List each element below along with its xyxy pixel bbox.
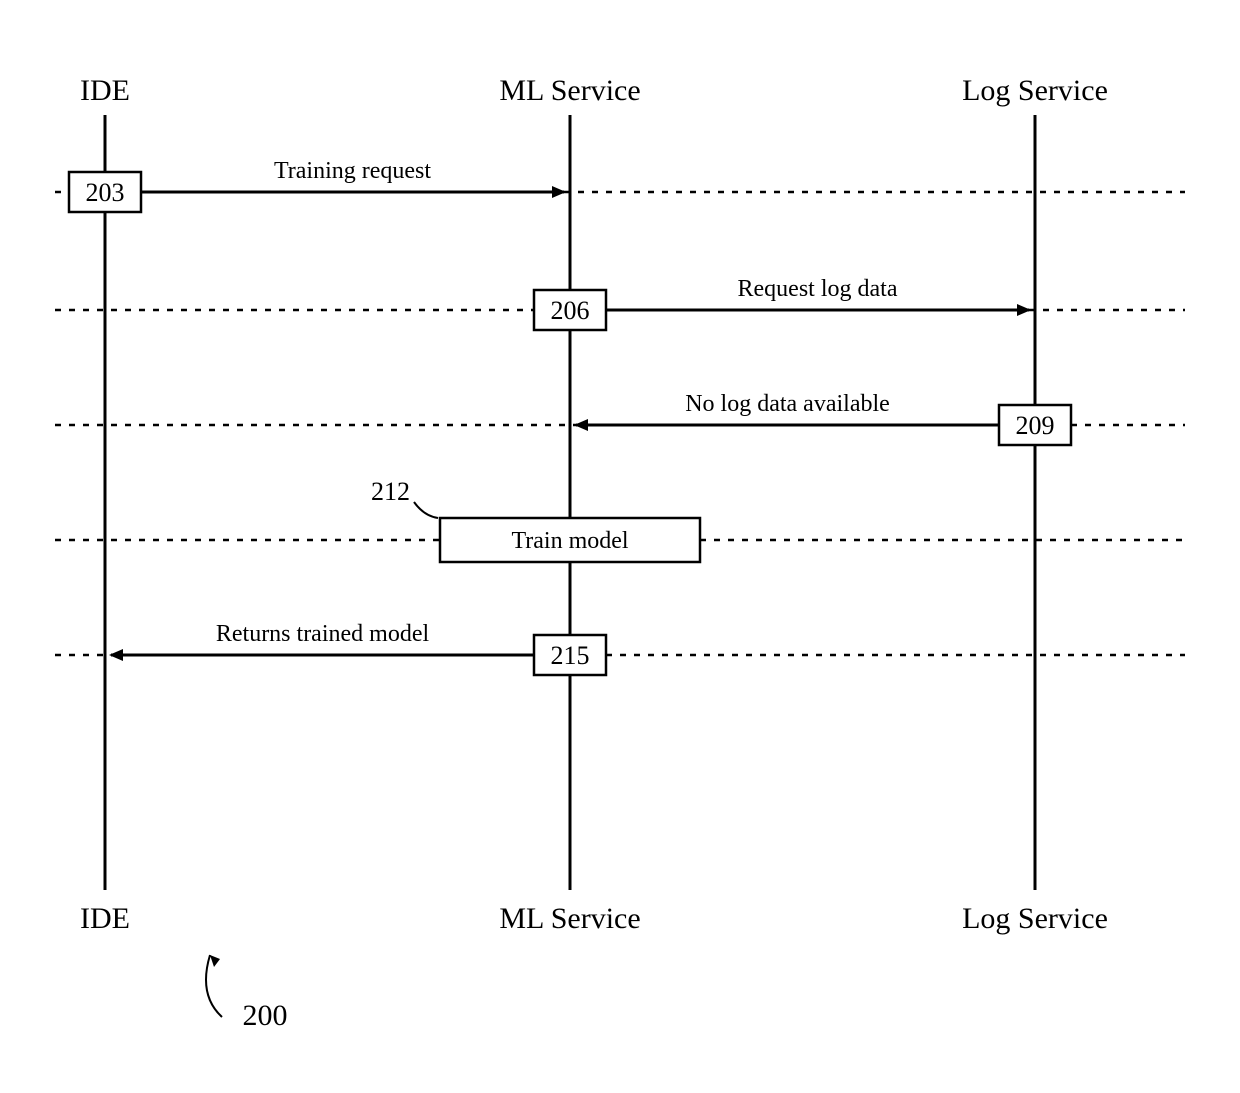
figure-number: 200 bbox=[243, 999, 288, 1032]
lane-top-ide: IDE bbox=[80, 74, 130, 107]
lane-bottom-ml: ML Service bbox=[499, 902, 640, 935]
lane-top-log: Log Service bbox=[962, 74, 1108, 107]
lane-bottom-ide: IDE bbox=[80, 902, 130, 935]
message-label-209: No log data available bbox=[685, 391, 890, 417]
sequence-diagram: IDE IDE ML Service ML Service Log Service Log… bbox=[0, 0, 1240, 1093]
ref-209: 209 bbox=[1016, 411, 1055, 440]
message-label-215: Returns trained model bbox=[216, 621, 430, 647]
message-label-203: Training request bbox=[274, 158, 431, 184]
ref-212: 212 bbox=[371, 477, 410, 506]
ref-215: 215 bbox=[551, 641, 590, 670]
leader-212 bbox=[414, 502, 438, 518]
figure-leader-head bbox=[210, 955, 220, 967]
ref-206: 206 bbox=[551, 296, 590, 325]
lane-top-ml: ML Service bbox=[499, 74, 640, 107]
lane-bottom-log: Log Service bbox=[962, 902, 1108, 935]
activity-label-212: Train model bbox=[511, 528, 628, 554]
message-label-206: Request log data bbox=[738, 276, 898, 302]
ref-203: 203 bbox=[86, 178, 125, 207]
